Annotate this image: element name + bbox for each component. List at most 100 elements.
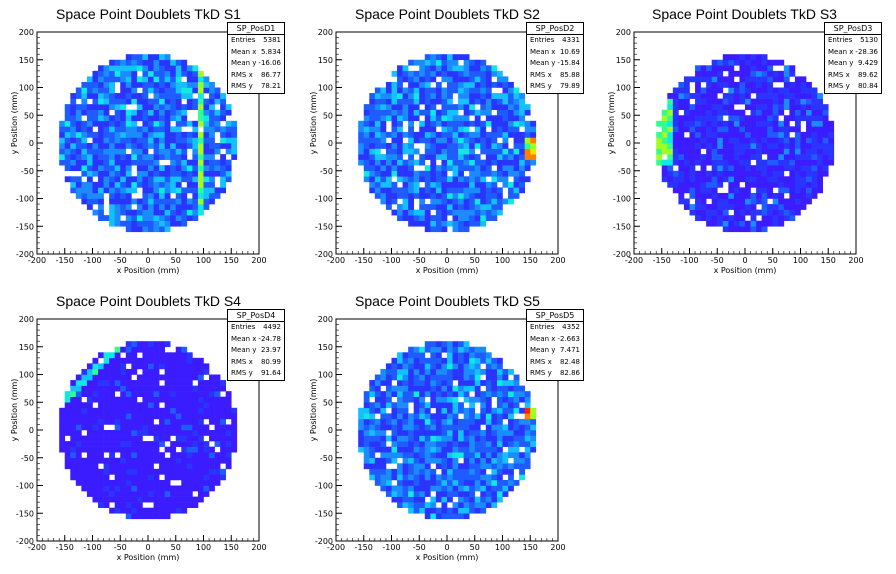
- heatmap-cell: [722, 76, 729, 83]
- heatmap-cell: [220, 176, 226, 183]
- heatmap-cell: [175, 170, 182, 177]
- heatmap-cell: [728, 148, 735, 155]
- heatmap-cell: [103, 81, 110, 88]
- heatmap-cell: [469, 59, 476, 66]
- heatmap-cell: [153, 435, 160, 442]
- heatmap-cell: [148, 368, 154, 375]
- heatmap-cell: [513, 159, 520, 166]
- heatmap-cell: [672, 187, 679, 194]
- heatmap-cell: [463, 176, 470, 183]
- heatmap-cell: [508, 396, 514, 403]
- heatmap-cell: [380, 485, 387, 492]
- heatmap-cell: [131, 474, 138, 481]
- heatmap-cell: [491, 479, 498, 486]
- heatmap-cell: [103, 407, 110, 414]
- heatmap-cell: [447, 391, 453, 397]
- heatmap-cell: [513, 457, 520, 464]
- heatmap-cell: [794, 137, 801, 144]
- heatmap-cell: [120, 380, 127, 386]
- heatmap-cell: [153, 81, 160, 88]
- heatmap-cell: [430, 226, 437, 233]
- heatmap-cell: [508, 391, 514, 397]
- heatmap-cell: [474, 507, 481, 514]
- heatmap-cell: [700, 120, 707, 127]
- heatmap-cell: [767, 220, 774, 227]
- heatmap-cell: [447, 341, 453, 348]
- heatmap-cell: [164, 407, 171, 414]
- heatmap-cell: [408, 374, 414, 381]
- heatmap-cell: [103, 496, 110, 503]
- heatmap-cell: [192, 143, 199, 149]
- y-tick-label: -100: [613, 195, 631, 204]
- heatmap-cell: [733, 159, 740, 166]
- heatmap-cell: [385, 93, 392, 99]
- heatmap-cell: [474, 374, 481, 381]
- heatmap-cell: [452, 452, 459, 459]
- heatmap-cell: [125, 137, 132, 144]
- heatmap-cell: [480, 76, 487, 83]
- y-tick-label: -50: [618, 167, 631, 176]
- heatmap-cell: [125, 93, 132, 99]
- y-tick-label: 50: [323, 111, 333, 120]
- heatmap-cell: [408, 380, 414, 386]
- heatmap-cell: [175, 418, 182, 425]
- heatmap-cell: [131, 98, 138, 105]
- heatmap-cell: [502, 463, 509, 470]
- heatmap-cell: [480, 491, 487, 497]
- y-tick-label: -150: [315, 222, 333, 231]
- heatmap-cell: [733, 131, 740, 138]
- heatmap-cell: [413, 485, 420, 492]
- heatmap-cell: [678, 137, 685, 144]
- heatmap-cell: [722, 220, 729, 227]
- y-axis-label: y Position (mm): [309, 92, 318, 155]
- heatmap-cell: [136, 154, 143, 160]
- heatmap-cell: [441, 452, 448, 459]
- heatmap-cell: [159, 204, 165, 210]
- heatmap-cell: [772, 209, 779, 216]
- heatmap-cell: [828, 143, 835, 149]
- heatmap-cell: [772, 59, 779, 66]
- heatmap-cell: [469, 176, 476, 183]
- heatmap-cell: [789, 192, 796, 199]
- heatmap-cell: [474, 126, 481, 133]
- heatmap-cell: [413, 413, 420, 420]
- heatmap-cell: [739, 115, 746, 122]
- y-tick-label: 0: [29, 426, 34, 435]
- heatmap-cell: [435, 226, 442, 233]
- heatmap-cell: [209, 131, 215, 138]
- heatmap-cell: [794, 115, 801, 122]
- heatmap-cell: [380, 198, 387, 205]
- stats-box: SP_PosD1 Entries 5381 Mean x 5.834 Mean y -16.…: [227, 22, 285, 94]
- heatmap-cell: [761, 226, 768, 233]
- heatmap-cell: [70, 446, 77, 453]
- heatmap-cell: [153, 396, 160, 403]
- heatmap-cell: [458, 170, 464, 177]
- heatmap-cell: [125, 352, 132, 359]
- heatmap-cell: [203, 204, 210, 210]
- heatmap-cell: [358, 159, 365, 166]
- heatmap-cell: [148, 209, 154, 216]
- heatmap-cell: [397, 368, 403, 375]
- heatmap-cell: [441, 485, 448, 492]
- heatmap-cell: [463, 148, 470, 155]
- heatmap-cell: [92, 198, 99, 205]
- heatmap-cell: [374, 435, 381, 442]
- heatmap-cell: [385, 457, 392, 464]
- heatmap-cell: [408, 198, 414, 205]
- heatmap-cell: [136, 474, 143, 481]
- heatmap-cell: [524, 407, 531, 414]
- heatmap-cell: [64, 391, 71, 397]
- heatmap-cell: [120, 81, 127, 88]
- heatmap-cell: [491, 104, 498, 110]
- heatmap-cell: [164, 215, 171, 221]
- heatmap-cell: [491, 98, 498, 105]
- heatmap-cell: [695, 120, 701, 127]
- heatmap-cell: [519, 148, 525, 155]
- heatmap-cell: [667, 148, 674, 155]
- heatmap-cell: [120, 187, 127, 194]
- heatmap-cell: [120, 126, 127, 133]
- heatmap-cell: [452, 76, 459, 83]
- heatmap-cell: [441, 368, 448, 375]
- heatmap-cell: [380, 441, 387, 447]
- heatmap-cell: [81, 457, 88, 464]
